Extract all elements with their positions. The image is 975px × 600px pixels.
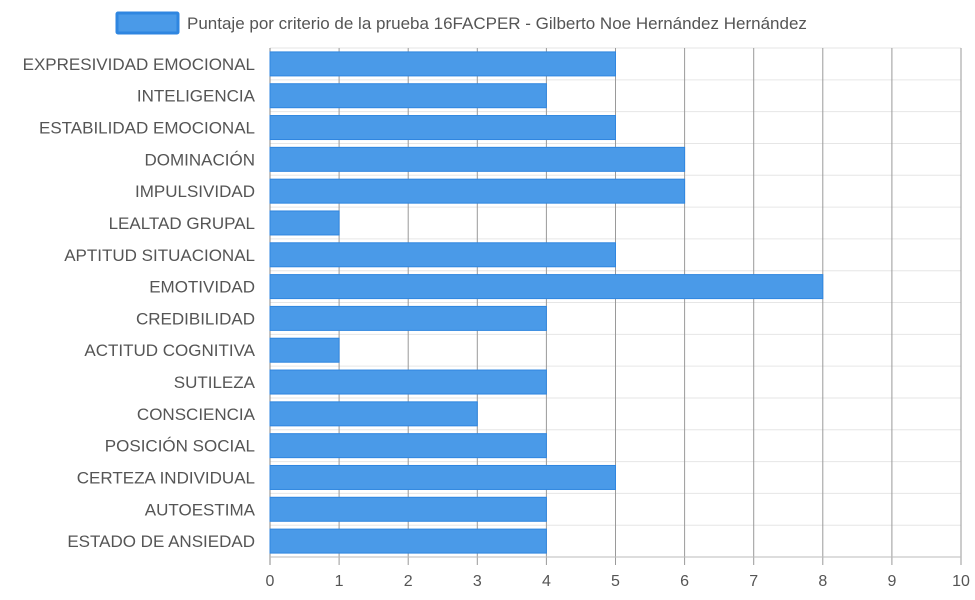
category-label: SUTILEZA xyxy=(174,373,256,392)
category-label: ACTITUD COGNITIVA xyxy=(84,341,255,360)
category-label: AUTOESTIMA xyxy=(145,500,256,519)
category-label: EXPRESIVIDAD EMOCIONAL xyxy=(23,55,255,74)
legend-swatch xyxy=(115,11,180,35)
category-label: IMPULSIVIDAD xyxy=(135,182,255,201)
category-label: CONSCIENCIA xyxy=(137,405,256,424)
x-tick-label: 9 xyxy=(887,573,896,590)
x-tick-label: 5 xyxy=(611,573,620,590)
bar[interactable] xyxy=(269,274,824,300)
category-label: DOMINACIÓN xyxy=(145,150,256,169)
category-label: INTELIGENCIA xyxy=(137,87,256,106)
bar[interactable] xyxy=(269,178,686,204)
category-label: ESTADO DE ANSIEDAD xyxy=(67,532,255,551)
x-tick-label: 7 xyxy=(749,573,758,590)
bar[interactable] xyxy=(269,369,547,395)
bar[interactable] xyxy=(269,433,547,459)
bar[interactable] xyxy=(269,464,616,490)
legend-label: Puntaje por criterio de la prueba 16FACP… xyxy=(187,14,807,33)
bar[interactable] xyxy=(269,401,478,427)
bar[interactable] xyxy=(269,337,340,363)
category-label: ESTABILIDAD EMOCIONAL xyxy=(39,119,255,138)
x-tick-label: 8 xyxy=(818,573,827,590)
bar[interactable] xyxy=(269,83,547,109)
category-label: CREDIBILIDAD xyxy=(136,309,255,328)
category-label: EMOTIVIDAD xyxy=(149,278,255,297)
bar[interactable] xyxy=(269,115,616,141)
bar[interactable] xyxy=(269,305,547,331)
x-tick-label: 10 xyxy=(952,573,970,590)
category-label: CERTEZA INDIVIDUAL xyxy=(77,468,255,487)
category-label: APTITUD SITUACIONAL xyxy=(64,246,255,265)
bar[interactable] xyxy=(269,496,547,522)
x-tick-label: 4 xyxy=(542,573,551,590)
bar[interactable] xyxy=(269,146,686,172)
bar[interactable] xyxy=(269,242,616,268)
bar[interactable] xyxy=(269,528,547,554)
x-axis-ticks: 0 1 2 3 4 5 6 7 8 9 10 xyxy=(266,573,970,590)
x-tick-label: 1 xyxy=(335,573,344,590)
x-tick-label: 6 xyxy=(680,573,689,590)
x-tick-label: 0 xyxy=(266,573,275,590)
x-tick-label: 2 xyxy=(404,573,413,590)
legend[interactable]: Puntaje por criterio de la prueba 16FACP… xyxy=(115,11,807,35)
bars xyxy=(269,51,824,554)
category-label: POSICIÓN SOCIAL xyxy=(105,437,255,456)
bar[interactable] xyxy=(269,210,340,236)
category-labels: EXPRESIVIDAD EMOCIONAL INTELIGENCIA ESTABI… xyxy=(23,55,256,551)
category-label: LEALTAD GRUPAL xyxy=(109,214,255,233)
bar[interactable] xyxy=(269,51,616,77)
x-tick-label: 3 xyxy=(473,573,482,590)
